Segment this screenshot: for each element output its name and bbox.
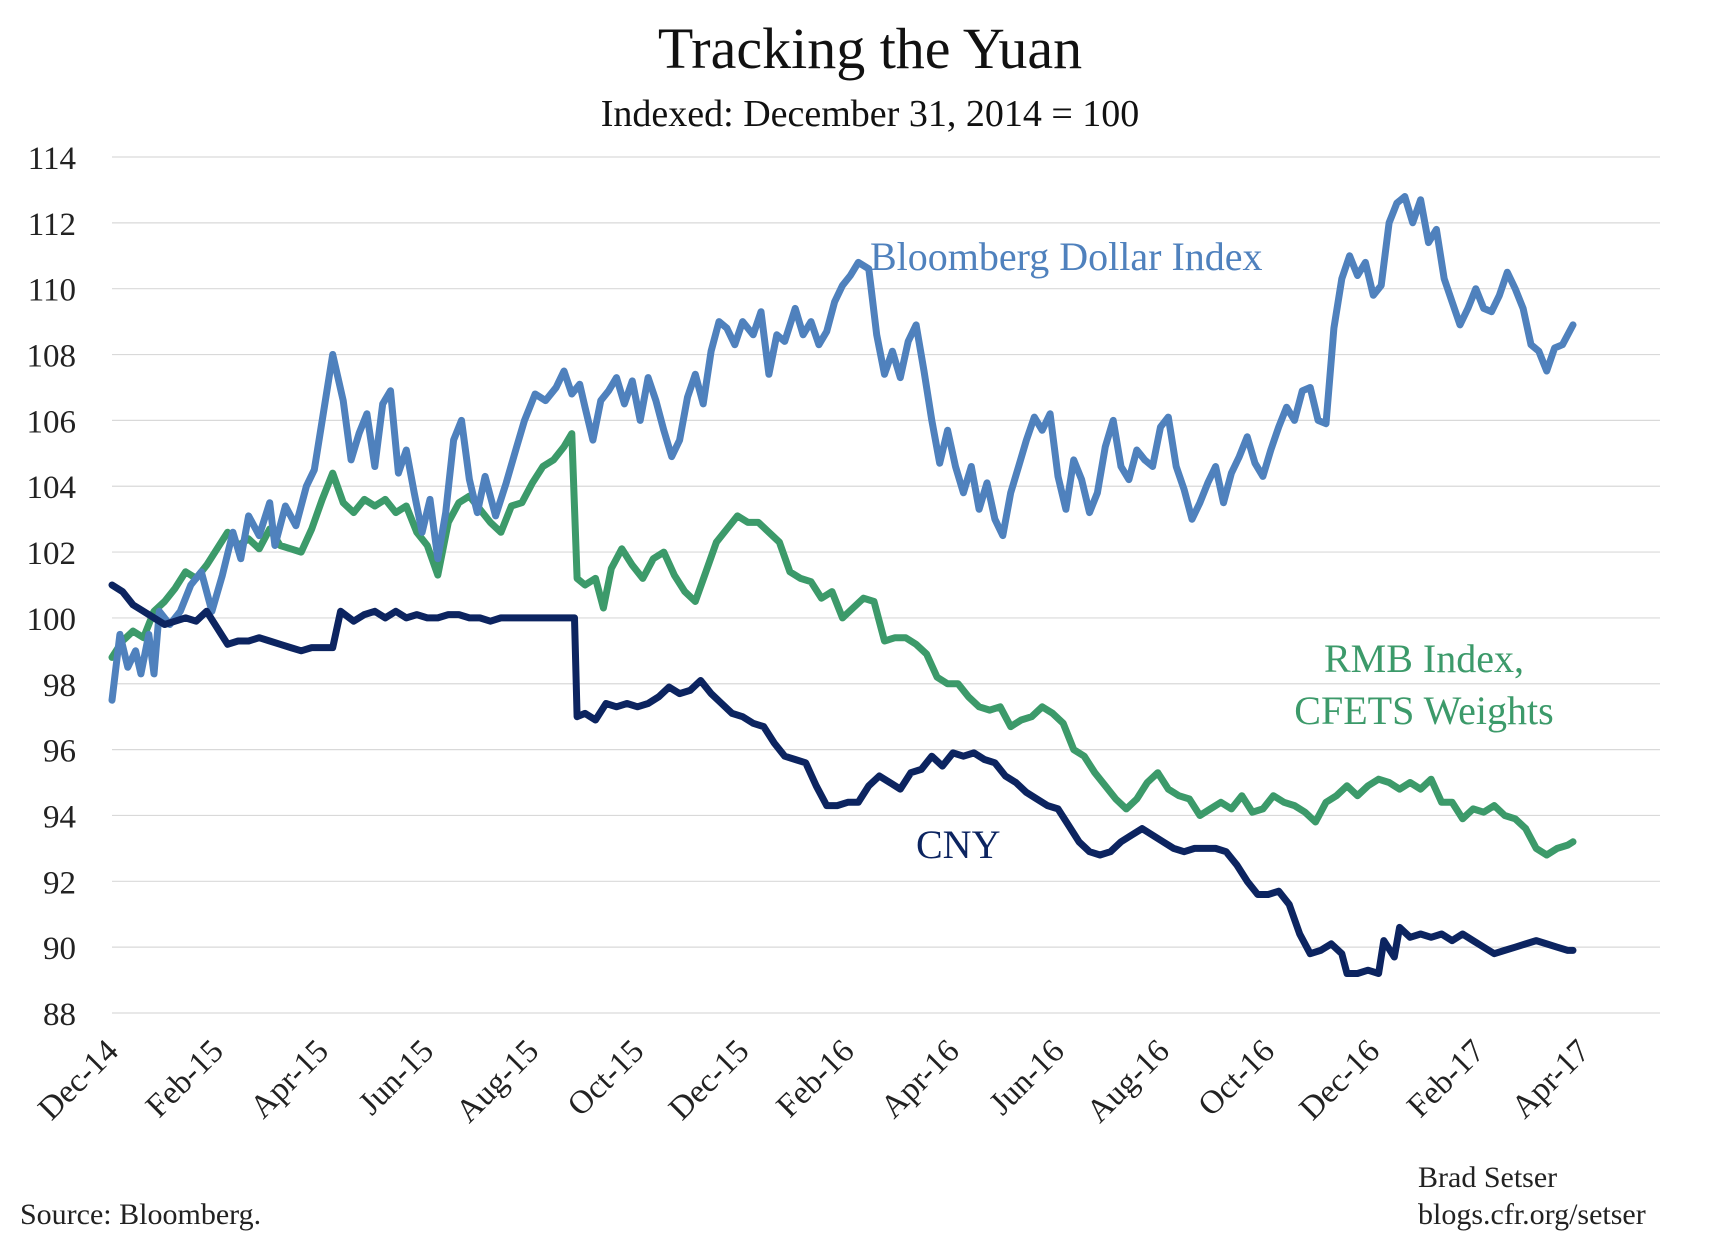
x-tick-label: Aug-16 xyxy=(1080,1033,1177,1130)
x-tick-label: Feb-15 xyxy=(139,1033,231,1125)
y-tick-label: 114 xyxy=(28,141,76,177)
x-tick-label: Apr-17 xyxy=(1505,1033,1597,1125)
y-tick-label: 106 xyxy=(27,404,77,440)
y-tick-label: 90 xyxy=(43,931,76,967)
y-tick-label: 96 xyxy=(43,734,76,770)
x-tick-label: Apr-16 xyxy=(874,1033,966,1125)
y-tick-label: 98 xyxy=(43,668,76,704)
gridlines xyxy=(112,156,1660,1014)
chart-title: Tracking the Yuan xyxy=(658,16,1082,81)
y-axis-ticks: 88 90 92 94 96 98 100 102 104 106 108 110 112 114 xyxy=(27,141,77,1033)
series-line-cny xyxy=(108,581,1577,977)
y-tick-label: 92 xyxy=(43,865,76,901)
x-tick-label: Apr-15 xyxy=(243,1033,335,1125)
y-tick-label: 88 xyxy=(43,997,76,1033)
x-tick-label: Jun-15 xyxy=(352,1033,441,1122)
series-label-bloomberg-dollar-index: Bloomberg Dollar Index xyxy=(870,234,1263,279)
x-tick-label: Dec-15 xyxy=(662,1033,756,1127)
x-axis-ticks: Dec-14 Feb-15 Apr-15 Jun-15 Aug-15 Oct-15 Dec-… xyxy=(32,1033,1598,1130)
author-name: Brad Setser xyxy=(1418,1161,1557,1194)
series-label-cny: CNY xyxy=(916,822,1000,867)
series-lines xyxy=(108,193,1577,977)
x-tick-label: Feb-16 xyxy=(770,1033,862,1125)
source-note: Source: Bloomberg. xyxy=(20,1198,261,1231)
series-label-cfets-weights: CFETS Weights xyxy=(1294,688,1553,733)
blog-url: blogs.cfr.org/setser xyxy=(1418,1198,1646,1231)
series-line-rmb-index-cfets-weights xyxy=(108,430,1577,859)
y-tick-label: 108 xyxy=(27,339,77,375)
chart-subtitle: Indexed: December 31, 2014 = 100 xyxy=(601,93,1140,135)
y-tick-label: 102 xyxy=(27,536,77,572)
y-tick-label: 104 xyxy=(27,470,77,506)
x-tick-label: Dec-14 xyxy=(32,1033,126,1127)
x-tick-label: Jun-16 xyxy=(983,1033,1072,1122)
y-tick-label: 110 xyxy=(28,273,76,309)
y-tick-label: 94 xyxy=(43,799,76,835)
x-tick-label: Dec-16 xyxy=(1293,1033,1387,1127)
series-label-rmb-index: RMB Index, xyxy=(1324,636,1524,681)
x-tick-label: Oct-16 xyxy=(1192,1033,1282,1123)
series-line-bloomberg-dollar-index xyxy=(108,193,1577,704)
y-tick-label: 100 xyxy=(27,602,77,638)
y-tick-label: 112 xyxy=(28,207,76,243)
x-tick-label: Oct-15 xyxy=(561,1033,651,1123)
x-tick-label: Aug-15 xyxy=(449,1033,546,1130)
x-tick-label: Feb-17 xyxy=(1400,1033,1492,1125)
